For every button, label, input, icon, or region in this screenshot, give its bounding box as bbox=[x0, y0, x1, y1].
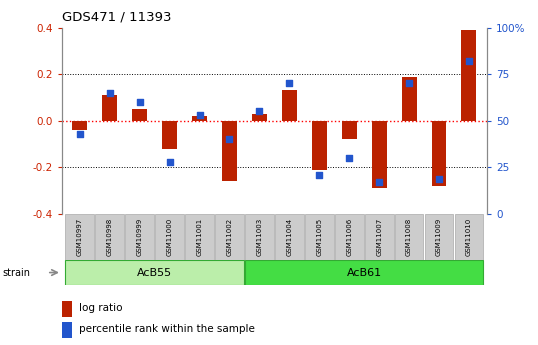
Bar bbox=[155, 214, 184, 260]
Bar bbox=[342, 121, 357, 139]
Bar bbox=[95, 214, 124, 260]
Bar bbox=[125, 214, 154, 260]
Bar bbox=[401, 77, 416, 121]
Bar bbox=[215, 214, 244, 260]
Text: GSM11001: GSM11001 bbox=[196, 218, 202, 256]
Point bbox=[255, 109, 264, 114]
Bar bbox=[275, 214, 304, 260]
Bar bbox=[72, 121, 87, 130]
Text: GSM11005: GSM11005 bbox=[316, 218, 322, 256]
Text: GSM11004: GSM11004 bbox=[286, 218, 292, 256]
Text: GSM10999: GSM10999 bbox=[137, 218, 143, 256]
Bar bbox=[365, 214, 393, 260]
Text: GSM10998: GSM10998 bbox=[107, 218, 113, 256]
Point bbox=[136, 99, 144, 105]
Point bbox=[465, 58, 473, 64]
Point bbox=[315, 172, 323, 178]
Bar bbox=[245, 214, 274, 260]
Point bbox=[225, 137, 234, 142]
Bar bbox=[132, 109, 147, 121]
Bar bbox=[282, 90, 297, 121]
Text: GSM11009: GSM11009 bbox=[436, 218, 442, 256]
Text: GSM11002: GSM11002 bbox=[226, 218, 232, 256]
Text: AcB61: AcB61 bbox=[346, 268, 382, 277]
Point bbox=[285, 81, 294, 86]
Bar bbox=[62, 301, 73, 317]
Point bbox=[345, 155, 353, 161]
Point bbox=[405, 81, 413, 86]
Point bbox=[435, 176, 443, 181]
Bar bbox=[102, 95, 117, 121]
Bar bbox=[66, 214, 94, 260]
Bar bbox=[245, 260, 483, 285]
Bar bbox=[305, 214, 334, 260]
Text: GSM11003: GSM11003 bbox=[257, 218, 263, 256]
Bar bbox=[372, 121, 387, 188]
Bar bbox=[62, 322, 73, 338]
Bar bbox=[162, 121, 177, 149]
Bar bbox=[66, 260, 244, 285]
Point bbox=[75, 131, 84, 137]
Point bbox=[195, 112, 204, 118]
Point bbox=[105, 90, 114, 96]
Bar bbox=[335, 214, 364, 260]
Text: percentile rank within the sample: percentile rank within the sample bbox=[79, 324, 255, 334]
Point bbox=[165, 159, 174, 165]
Bar bbox=[424, 214, 454, 260]
Text: GSM11008: GSM11008 bbox=[406, 218, 412, 256]
Text: GSM11007: GSM11007 bbox=[376, 218, 382, 256]
Bar bbox=[222, 121, 237, 181]
Bar bbox=[455, 214, 483, 260]
Text: strain: strain bbox=[3, 268, 31, 277]
Bar bbox=[252, 114, 267, 121]
Bar bbox=[185, 214, 214, 260]
Text: GSM11006: GSM11006 bbox=[346, 218, 352, 256]
Bar bbox=[312, 121, 327, 170]
Bar bbox=[431, 121, 447, 186]
Bar bbox=[192, 116, 207, 121]
Bar bbox=[395, 214, 423, 260]
Text: GSM11010: GSM11010 bbox=[466, 218, 472, 256]
Text: GSM10997: GSM10997 bbox=[77, 218, 83, 256]
Text: GSM11000: GSM11000 bbox=[167, 218, 173, 256]
Text: log ratio: log ratio bbox=[79, 303, 122, 313]
Text: AcB55: AcB55 bbox=[137, 268, 172, 277]
Text: GDS471 / 11393: GDS471 / 11393 bbox=[62, 11, 172, 24]
Point bbox=[375, 179, 384, 185]
Bar bbox=[462, 30, 477, 121]
